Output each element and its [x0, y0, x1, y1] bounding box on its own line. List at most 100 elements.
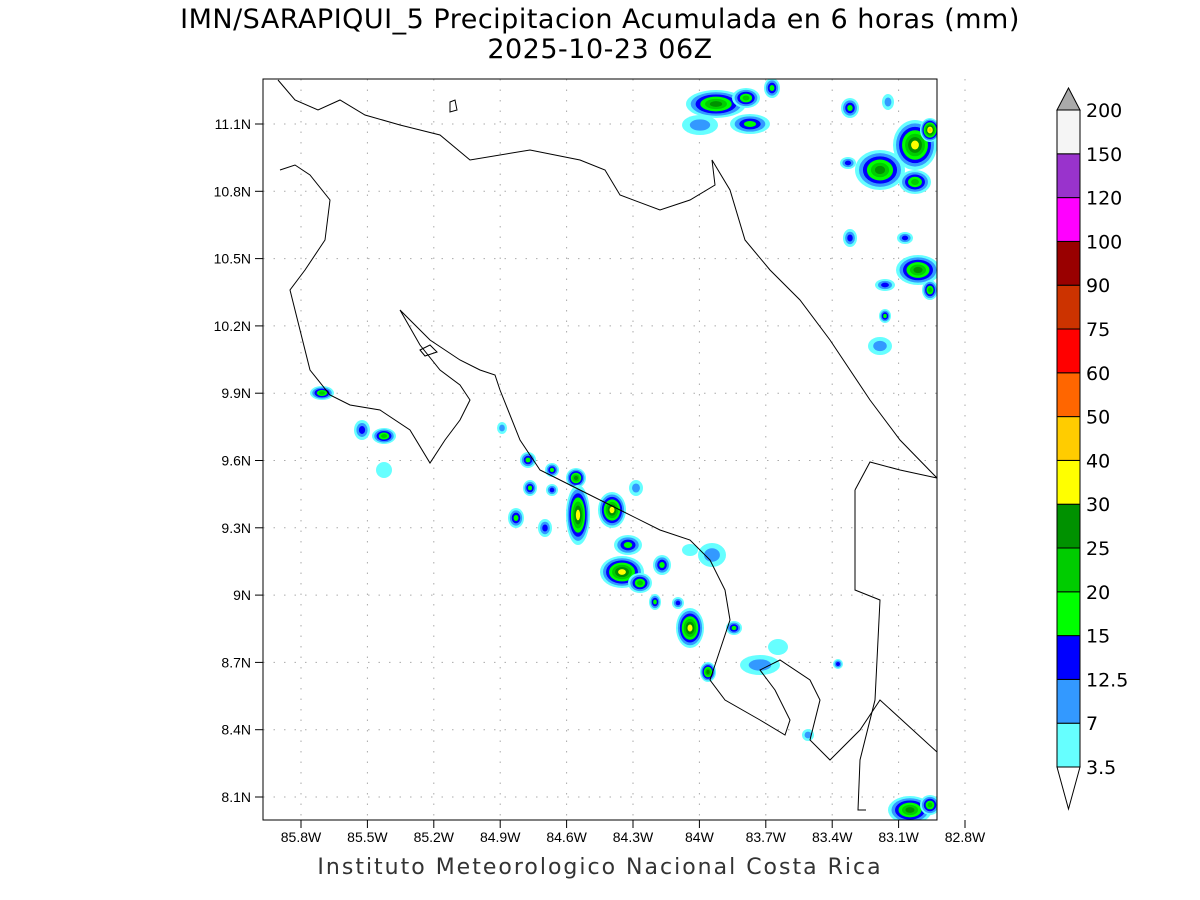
precip-contour — [623, 541, 633, 549]
colorbar-swatch — [1056, 284, 1081, 330]
precip-contour — [618, 569, 626, 575]
precip-contour — [847, 234, 853, 242]
colorbar-swatch — [1056, 416, 1081, 461]
precip-contour — [883, 313, 887, 319]
colorbar: 3.5 7 12.5 15 20 25 30 40 50 60 75 90 100 120 150 200 — [1056, 86, 1128, 811]
colorbar-label: 90 — [1086, 275, 1110, 297]
precip-contour — [913, 266, 923, 274]
precip-contour — [381, 434, 387, 438]
precip-contour — [873, 340, 887, 352]
precip-contour — [687, 624, 693, 632]
coastline — [277, 79, 937, 811]
precip-contour — [731, 625, 737, 631]
lat-tick-label: 11.1N — [215, 116, 251, 132]
precip-contour — [549, 467, 555, 473]
precip-contour — [768, 639, 788, 655]
lat-tick-label: 9N — [233, 587, 251, 603]
precip-contour — [769, 84, 775, 92]
precip-contour — [549, 487, 555, 493]
precip-contour — [927, 802, 933, 808]
colorbar-swatch — [1056, 547, 1081, 593]
precip-contour — [704, 548, 720, 562]
precip-contour — [609, 506, 615, 514]
map-frame — [262, 78, 938, 821]
precip-contour — [575, 509, 581, 521]
precip-contour — [928, 287, 932, 293]
precip-contour — [706, 669, 710, 675]
gridlines — [263, 79, 966, 820]
colorbar-label: 60 — [1086, 363, 1110, 385]
precip-contour — [911, 179, 919, 185]
precip-contour — [499, 424, 505, 432]
lat-tick-label: 10.2N — [214, 318, 251, 334]
colorbar-swatch — [1056, 153, 1081, 199]
precip-contour — [847, 104, 853, 112]
lon-tick-label: 82.8W — [945, 829, 986, 845]
lon-tick-label: 83.4W — [812, 829, 853, 845]
precip-contour — [928, 128, 932, 132]
precip-contour — [742, 95, 750, 101]
colorbar-label: 15 — [1086, 626, 1110, 648]
precip-contour — [573, 475, 579, 481]
colorbar-swatch — [1056, 459, 1081, 505]
precip-contour — [881, 282, 889, 288]
precip-contour — [358, 426, 366, 434]
colorbar-swatch — [1056, 372, 1081, 418]
precip-contour — [637, 580, 643, 586]
colorbar-swatch — [1056, 328, 1081, 374]
precip-contour — [901, 235, 909, 241]
precip-contour — [709, 101, 723, 107]
precip-contour — [836, 662, 840, 666]
colorbar-swatch — [1056, 635, 1081, 680]
lon-tick-label: 84.3W — [613, 829, 654, 845]
colorbar-label: 200 — [1086, 100, 1122, 122]
precip-contour — [743, 120, 757, 128]
precip-contour — [659, 561, 665, 569]
colorbar-over-triangle — [1056, 86, 1081, 111]
precip-contour — [884, 97, 892, 107]
colorbar-label: 50 — [1086, 407, 1110, 429]
colorbar-under-triangle — [1056, 766, 1081, 811]
lon-tick-label: 85.8W — [281, 829, 322, 845]
lat-tick-label: 8.4N — [221, 722, 251, 738]
precip-contour — [542, 524, 548, 532]
precip-contour — [905, 807, 915, 813]
colorbar-swatch — [1056, 591, 1081, 637]
lon-tick-label: 83.7W — [746, 829, 787, 845]
colorbar-swatch — [1056, 109, 1081, 155]
lon-tick-label: 84.6W — [546, 829, 587, 845]
precip-contour — [874, 165, 886, 175]
lon-tick-label: 85.5W — [347, 829, 388, 845]
colorbar-swatch — [1056, 240, 1081, 286]
precip-contour — [675, 600, 681, 606]
precip-contour — [844, 160, 852, 166]
precip-contour — [748, 659, 772, 671]
colorbar-label: 150 — [1086, 144, 1122, 166]
colorbar-label: 20 — [1086, 582, 1110, 604]
lat-tick-label: 9.3N — [221, 520, 251, 536]
colorbar-swatch — [1056, 503, 1081, 549]
chart-title: IMN/SARAPIQUI_5 Precipitacion Acumulada … — [180, 4, 1020, 35]
footer-credit: Instituto Meteorologico Nacional Costa R… — [317, 855, 883, 880]
lat-tick-label: 8.7N — [221, 654, 251, 670]
colorbar-label: 30 — [1086, 494, 1110, 516]
lon-tick-label: 84W — [685, 829, 715, 845]
chart-subtitle: 2025-10-23 06Z — [487, 34, 713, 65]
colorbar-label: 3.5 — [1086, 757, 1116, 779]
colorbar-swatch — [1056, 722, 1081, 768]
precip-contour — [513, 514, 519, 522]
precip-contour — [525, 457, 531, 463]
precip-contour — [632, 483, 640, 493]
precip-contour — [682, 544, 698, 556]
colorbar-swatch — [1056, 197, 1081, 242]
lon-tick-label: 84.9W — [480, 829, 521, 845]
colorbar-label: 40 — [1086, 450, 1110, 472]
precip-contour — [319, 391, 325, 395]
precip-field — [310, 79, 937, 820]
lat-tick-label: 10.8N — [214, 183, 251, 199]
lon-tick-label: 83.1W — [878, 829, 919, 845]
precip-contour — [376, 462, 392, 478]
colorbar-label: 120 — [1086, 188, 1122, 210]
colorbar-label: 25 — [1086, 538, 1110, 560]
